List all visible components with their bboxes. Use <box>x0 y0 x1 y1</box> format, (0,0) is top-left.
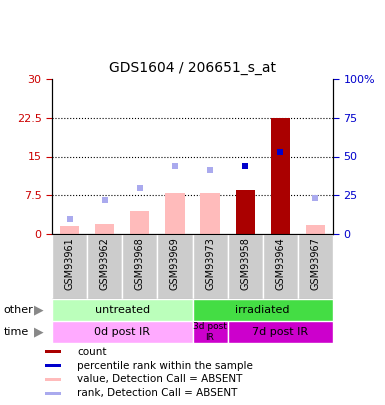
Bar <box>45 350 61 354</box>
Bar <box>192 234 228 299</box>
Text: GSM93958: GSM93958 <box>240 237 250 290</box>
Bar <box>122 234 157 299</box>
Text: ▶: ▶ <box>34 326 43 339</box>
Bar <box>87 234 122 299</box>
Text: GSM93962: GSM93962 <box>100 237 110 290</box>
Text: other: other <box>4 305 33 315</box>
Bar <box>271 118 290 234</box>
Bar <box>60 226 79 234</box>
Bar <box>45 392 61 394</box>
Text: time: time <box>4 327 29 337</box>
Text: untreated: untreated <box>95 305 150 315</box>
Text: GSM93964: GSM93964 <box>275 237 285 290</box>
Text: 7d post IR: 7d post IR <box>252 327 308 337</box>
Bar <box>263 234 298 299</box>
Bar <box>192 321 228 343</box>
Bar <box>52 234 87 299</box>
Text: GSM93967: GSM93967 <box>310 237 320 290</box>
Text: percentile rank within the sample: percentile rank within the sample <box>77 360 253 371</box>
Bar <box>45 364 61 367</box>
Bar <box>52 299 192 321</box>
Bar <box>45 378 61 381</box>
Title: GDS1604 / 206651_s_at: GDS1604 / 206651_s_at <box>109 61 276 75</box>
Bar <box>95 224 114 234</box>
Text: GSM93969: GSM93969 <box>170 237 180 290</box>
Bar <box>306 225 325 234</box>
Text: rank, Detection Call = ABSENT: rank, Detection Call = ABSENT <box>77 388 237 398</box>
Text: GSM93961: GSM93961 <box>65 237 75 290</box>
Bar <box>236 190 255 234</box>
Bar <box>228 234 263 299</box>
Bar <box>130 211 149 234</box>
Text: irradiated: irradiated <box>236 305 290 315</box>
Bar <box>201 193 220 234</box>
Bar <box>192 299 333 321</box>
Text: value, Detection Call = ABSENT: value, Detection Call = ABSENT <box>77 374 242 384</box>
Text: ▶: ▶ <box>34 303 43 316</box>
Text: GSM93968: GSM93968 <box>135 237 145 290</box>
Bar <box>157 234 192 299</box>
Text: GSM93973: GSM93973 <box>205 237 215 290</box>
Bar <box>165 193 184 234</box>
Bar <box>52 321 192 343</box>
Text: count: count <box>77 347 106 357</box>
Bar <box>298 234 333 299</box>
Bar <box>228 321 333 343</box>
Text: 3d post
IR: 3d post IR <box>193 322 227 342</box>
Text: 0d post IR: 0d post IR <box>94 327 150 337</box>
